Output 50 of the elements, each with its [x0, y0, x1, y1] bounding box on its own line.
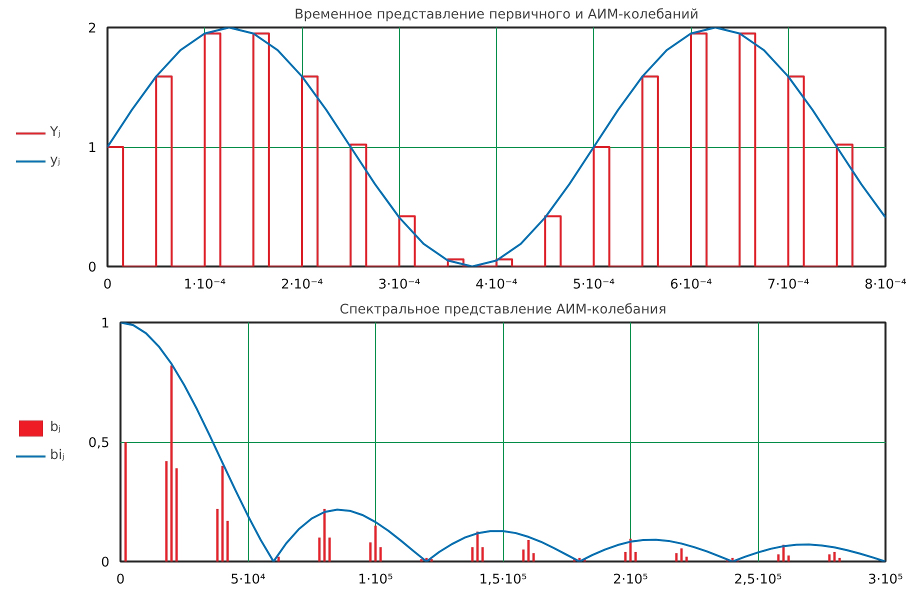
x-tick-label: 5·10⁴	[230, 572, 266, 588]
x-tick-label: 8·10⁻⁴	[864, 278, 907, 292]
x-tick-label: 0	[116, 572, 125, 588]
bar	[471, 547, 474, 562]
bar	[481, 547, 484, 562]
x-tick-label: 2,5·10⁵	[734, 572, 782, 588]
bar	[165, 461, 168, 562]
y-tick-label: 0	[101, 556, 110, 570]
x-tick-label: 1·10⁻⁴	[184, 278, 226, 292]
y-tick-label: 1	[101, 316, 110, 332]
y-tick-label: 0	[88, 260, 97, 276]
bar	[277, 556, 280, 562]
bar	[226, 520, 229, 562]
x-tick-label: 1·10⁵	[358, 572, 394, 588]
chart-title: Временное представление первичного и АИМ-колебаний	[294, 8, 698, 22]
bar	[318, 538, 321, 562]
y-tick-label: 0,5	[88, 436, 110, 451]
x-tick-label: 3·10⁻⁴	[378, 278, 420, 292]
bar	[328, 538, 331, 562]
bar	[675, 553, 678, 562]
x-tick-label: 4·10⁻⁴	[475, 278, 518, 292]
bar	[532, 553, 535, 562]
line-series	[120, 322, 886, 562]
bar	[828, 554, 831, 562]
y-tick-label: 1	[88, 141, 97, 156]
legend-label: Yⱼ	[50, 125, 62, 140]
bar	[685, 556, 688, 562]
chart-title: Спектральное представление АИМ-колебания	[340, 302, 666, 318]
legend-label: bⱼ	[50, 420, 62, 435]
bar	[379, 547, 382, 562]
y-tick-label: 2	[88, 22, 97, 36]
bar	[838, 558, 841, 562]
x-tick-label: 6·10⁻⁴	[670, 278, 712, 292]
x-tick-label: 1,5·10⁵	[479, 572, 527, 588]
bar	[124, 442, 127, 562]
legend-label: yⱼ	[50, 153, 62, 168]
x-tick-label: 2·10⁻⁴	[280, 278, 324, 292]
x-tick-label: 3·10⁵	[868, 572, 904, 588]
bar	[522, 550, 525, 562]
bar	[175, 468, 178, 562]
x-tick-label: 7·10⁻⁴	[767, 278, 810, 292]
bar	[787, 556, 790, 562]
x-tick-label: 2·10⁵	[612, 572, 648, 588]
bar	[624, 552, 627, 562]
bar	[369, 542, 372, 562]
bar	[634, 552, 637, 562]
bar	[216, 508, 219, 562]
legend-label: biⱼ	[50, 448, 66, 463]
x-tick-label: 5·10⁻⁴	[572, 278, 615, 292]
bar	[777, 554, 780, 562]
